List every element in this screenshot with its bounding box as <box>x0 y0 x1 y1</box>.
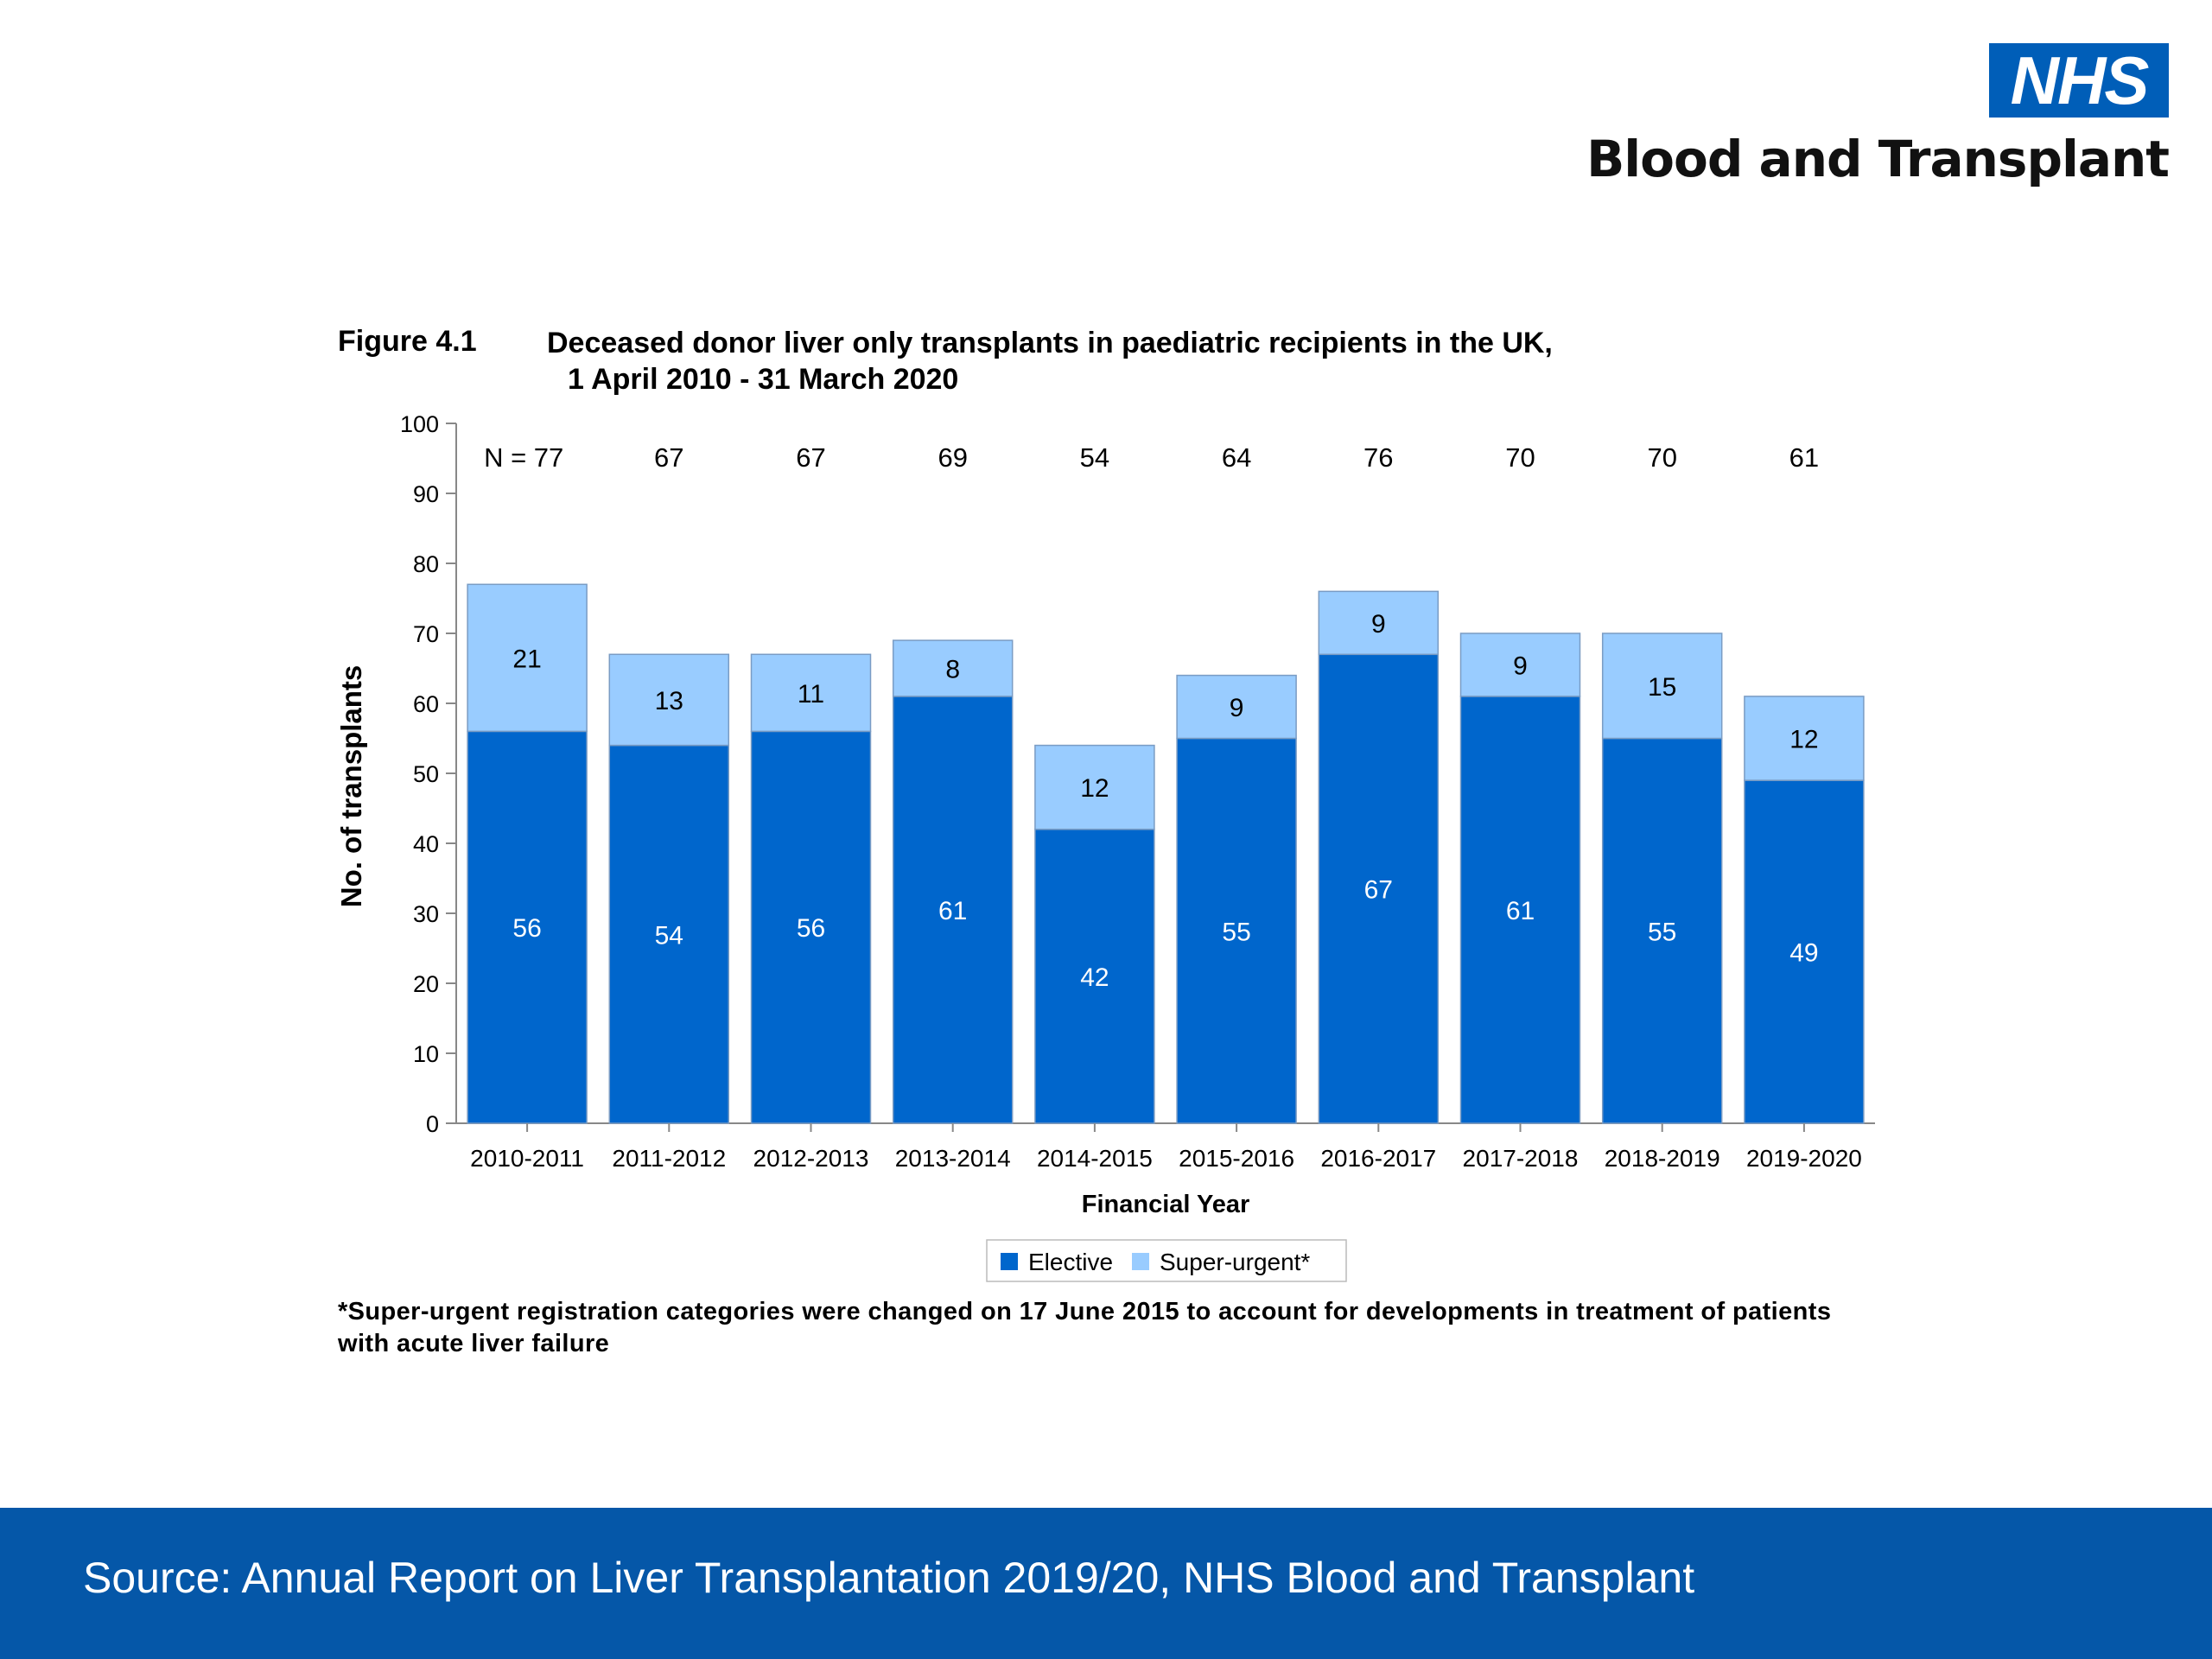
source-footer: Source: Annual Report on Liver Transplan… <box>0 1508 2212 1659</box>
figure-title-line2: 1 April 2010 - 31 March 2020 <box>568 363 959 396</box>
total-label: 64 <box>1222 442 1251 473</box>
y-tick-label: 70 <box>413 621 439 647</box>
total-label: 70 <box>1505 442 1535 473</box>
data-label-super-urgent: 12 <box>1789 726 1818 754</box>
bar-super-urgent <box>1744 696 1865 781</box>
data-label-elective: 55 <box>1222 918 1250 946</box>
bar-super-urgent <box>1601 632 1723 740</box>
bar-elective <box>1318 653 1440 1124</box>
total-label: 61 <box>1789 442 1819 473</box>
x-tick-label: 2018-2019 <box>1605 1145 1720 1172</box>
x-tick-label: 2010-2011 <box>470 1145 584 1172</box>
legend-swatch-elective <box>1001 1253 1018 1270</box>
data-label-elective: 56 <box>512 914 541 943</box>
figure-label: Figure 4.1 <box>338 325 477 358</box>
bar-super-urgent <box>1176 674 1297 740</box>
y-tick-label: 40 <box>413 831 439 857</box>
legend-swatch-super-urgent <box>1132 1253 1149 1270</box>
data-label-super-urgent: 21 <box>512 645 541 673</box>
figure-footnote: *Super-urgent registration categories we… <box>338 1298 1832 1357</box>
x-tick-label: 2011-2012 <box>612 1145 726 1172</box>
y-tick-label: 60 <box>413 691 439 717</box>
x-tick-label: 2013-2014 <box>895 1145 1011 1172</box>
legend-label-elective: Elective <box>1028 1249 1113 1275</box>
nhs-logo: NHS Blood and Transplant <box>1586 43 2170 199</box>
bar-super-urgent <box>608 653 730 747</box>
x-tick-label: 2016-2017 <box>1320 1145 1436 1172</box>
data-label-elective: 42 <box>1080 963 1109 992</box>
y-tick-label: 90 <box>413 481 439 507</box>
data-label-super-urgent: 15 <box>1648 673 1676 702</box>
figure-title: Deceased donor liver only transplants in… <box>547 325 1553 397</box>
data-label-super-urgent: 12 <box>1080 774 1109 803</box>
x-tick-label: 2014-2015 <box>1037 1145 1153 1172</box>
data-label-elective: 56 <box>797 914 825 943</box>
organisation-name: Blood and Transplant <box>1586 130 2170 188</box>
total-label: 70 <box>1647 442 1676 473</box>
total-label: 67 <box>654 442 683 473</box>
bar-super-urgent <box>467 583 588 733</box>
stacked-bar-chart: 0 10 20 30 40 50 60 70 80 90 100 No. of transplants… <box>335 411 1875 1282</box>
data-label-elective: 61 <box>1506 897 1535 925</box>
figure-title-line1: Deceased donor liver only transplants in… <box>547 327 1553 359</box>
total-label: 67 <box>796 442 825 473</box>
y-tick-label: 10 <box>413 1041 439 1067</box>
y-axis-label: No. of transplants <box>335 665 367 908</box>
y-tick-label: 80 <box>413 551 439 577</box>
bar-elective <box>750 730 872 1124</box>
bar-elective <box>1744 779 1865 1124</box>
data-label-super-urgent: 13 <box>655 687 683 715</box>
y-tick-label: 20 <box>413 971 439 997</box>
data-label-elective: 61 <box>938 897 967 925</box>
x-axis-label: Financial Year <box>1082 1191 1250 1218</box>
data-label-super-urgent: 9 <box>1371 610 1386 639</box>
bar-elective <box>467 730 588 1124</box>
x-tick-label: 2017-2018 <box>1463 1145 1579 1172</box>
y-tick-label: 100 <box>400 411 439 437</box>
total-label: 76 <box>1363 442 1393 473</box>
total-label: 69 <box>938 442 967 473</box>
bar-elective <box>1034 829 1155 1124</box>
data-label-super-urgent: 8 <box>945 656 960 684</box>
total-label: N = 77 <box>484 442 563 473</box>
data-label-elective: 54 <box>655 921 683 950</box>
x-tick-label: 2019-2020 <box>1746 1145 1862 1172</box>
x-tick-label: 2012-2013 <box>753 1145 869 1172</box>
bar-elective <box>1601 737 1723 1124</box>
y-tick-label: 30 <box>413 901 439 927</box>
x-tick-label: 2015-2016 <box>1179 1145 1294 1172</box>
bar-super-urgent <box>1034 744 1155 830</box>
nhs-logo-mark: NHS <box>1989 43 2169 118</box>
data-label-super-urgent: 11 <box>798 680 824 709</box>
legend-label-super-urgent: Super-urgent* <box>1160 1249 1310 1275</box>
data-label-elective: 49 <box>1789 939 1818 968</box>
y-tick-label: 0 <box>426 1111 439 1137</box>
bar-super-urgent <box>1459 632 1581 697</box>
data-label-elective: 67 <box>1364 876 1393 905</box>
legend-box <box>986 1239 1347 1282</box>
bar-super-urgent <box>1318 590 1440 656</box>
bar-elective <box>892 696 1014 1124</box>
y-tick-label: 50 <box>413 761 439 787</box>
data-label-super-urgent: 9 <box>1513 652 1528 680</box>
bar-super-urgent <box>750 653 872 733</box>
bar-super-urgent <box>892 639 1014 697</box>
total-label: 54 <box>1080 442 1109 473</box>
source-text: Source: Annual Report on Liver Transplan… <box>83 1554 1695 1602</box>
data-label-elective: 55 <box>1648 918 1676 946</box>
data-label-super-urgent: 9 <box>1230 694 1244 722</box>
